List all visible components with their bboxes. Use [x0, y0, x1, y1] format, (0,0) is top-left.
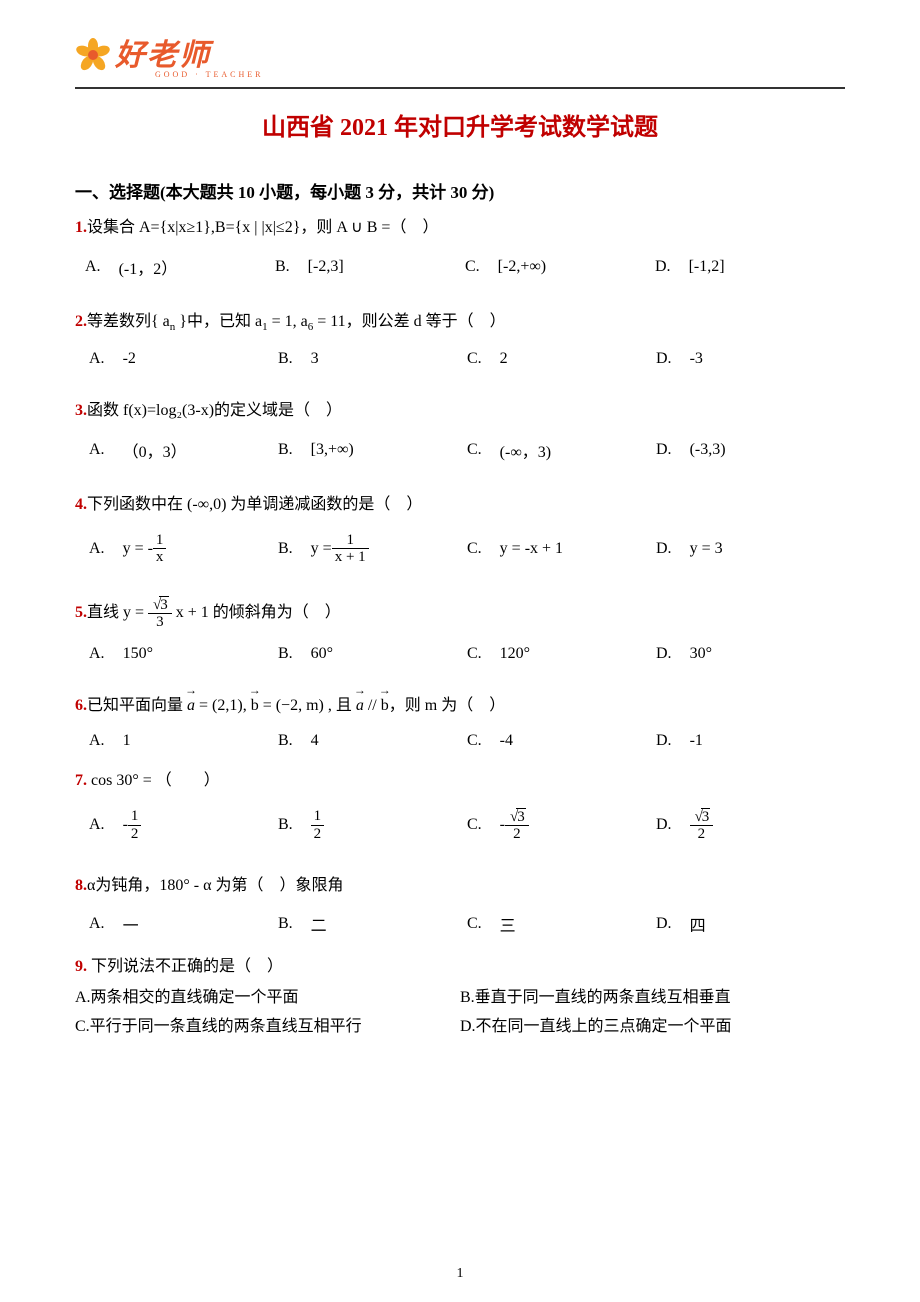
q1-opt-d: D.[-1,2] [655, 255, 845, 279]
q3-opt-d: D.(-3,3) [656, 438, 845, 462]
q4-num: 4. [75, 496, 87, 513]
logo-text: 好老师 [115, 30, 264, 74]
q5-opt-b: B.60° [278, 645, 467, 663]
q4-opt-c: C.y = -x + 1 [467, 532, 656, 566]
page-number: 1 [457, 1266, 464, 1282]
question-8: 8.α为钝角，180° - α 为第（ ）象限角 [75, 873, 845, 899]
q7-opt-a: A.-12 [89, 808, 278, 843]
q8-opt-c: C.三 [467, 912, 656, 936]
q8-opt-b: B.二 [278, 912, 467, 936]
q2-num: 2. [75, 313, 87, 330]
q7-num: 7. [75, 772, 87, 789]
q5-options: A.150° B.60° C.120° D.30° [75, 645, 845, 663]
logo: 好老师 GOOD · TEACHER [75, 30, 845, 79]
q7-opt-b: B.12 [278, 808, 467, 843]
q2-options: A.-2 B.3 C.2 D.-3 [75, 350, 845, 368]
header-divider [75, 87, 845, 89]
question-4: 4.下列函数中在 (-∞,0) 为单调递减函数的是（ ） [75, 492, 845, 518]
q7-options: A.-12 B.12 C.-32 D.32 [75, 808, 845, 843]
q5-num: 5. [75, 604, 87, 621]
q4-opt-d: D.y = 3 [656, 532, 845, 566]
q6-opt-d: D.-1 [656, 732, 845, 750]
q3-opt-c: C.(-∞，3) [467, 438, 656, 462]
q7-opt-c: C.-32 [467, 808, 656, 843]
q2-opt-d: D.-3 [656, 350, 845, 368]
q9-options-row2: C.平行于同一条直线的两条直线互相平行 D.不在同一直线上的三点确定一个平面 [75, 1013, 845, 1042]
page-title: 山西省 2021 年对口升学考试数学试题 [75, 107, 845, 142]
q3-options: A.（0，3） B.[3,+∞) C.(-∞，3) D.(-3,3) [75, 438, 845, 462]
q2-opt-c: C.2 [467, 350, 656, 368]
q8-opt-a: A.一 [89, 912, 278, 936]
logo-subtext: GOOD · TEACHER [155, 70, 264, 79]
q1-opt-a: A.(-1，2） [85, 255, 275, 279]
q6-opt-b: B.4 [278, 732, 467, 750]
question-9: 9. 下列说法不正确的是（ ） [75, 954, 845, 980]
q6-opt-c: C.-4 [467, 732, 656, 750]
flower-icon [75, 37, 111, 73]
q1-opt-b: B.[-2,3] [275, 255, 465, 279]
q9-opt-c: C.平行于同一条直线的两条直线互相平行 [75, 1013, 460, 1042]
q1-num: 1. [75, 219, 87, 236]
q3-opt-b: B.[3,+∞) [278, 438, 467, 462]
q9-opt-d: D.不在同一直线上的三点确定一个平面 [460, 1013, 845, 1042]
question-2: 2.等差数列{ an }中，已知 a1 = 1, a6 = 11，则公差 d 等… [75, 309, 845, 337]
q4-opt-b: B.y = 1x + 1 [278, 532, 467, 566]
q9-opt-b: B.垂直于同一直线的两条直线互相垂直 [460, 984, 845, 1013]
q4-options: A.y = -1x B.y = 1x + 1 C.y = -x + 1 D.y … [75, 532, 845, 566]
question-6: 6.已知平面向量 a = (2,1), b = (−2, m) , 且 a //… [75, 693, 845, 719]
question-3: 3.函数 f(x)=log₂(3-x)的定义域是（ ） [75, 398, 845, 424]
question-1: 1.设集合 A={x|x≥1},B={x | |x|≤2}，则 A ∪ B =（… [75, 215, 845, 241]
q3-num: 3. [75, 402, 87, 419]
q2-opt-a: A.-2 [89, 350, 278, 368]
q3-text: 函数 f(x)=log₂(3-x)的定义域是（ ） [87, 402, 342, 419]
q1-opt-c: C.[-2,+∞) [465, 255, 655, 279]
q1-text: 设集合 A={x|x≥1},B={x | |x|≤2}，则 A ∪ B =（ ） [87, 219, 438, 236]
q9-options: A.两条相交的直线确定一个平面 B.垂直于同一直线的两条直线互相垂直 [75, 984, 845, 1013]
question-5: 5.直线 y = 33 x + 1 的倾斜角为（ ） [75, 596, 845, 631]
q9-opt-a: A.两条相交的直线确定一个平面 [75, 984, 460, 1013]
q4-text: 下列函数中在 (-∞,0) 为单调递减函数的是（ ） [87, 496, 422, 513]
q2-opt-b: B.3 [278, 350, 467, 368]
q6-opt-a: A.1 [89, 732, 278, 750]
q8-opt-d: D.四 [656, 912, 845, 936]
q6-num: 6. [75, 697, 87, 714]
q3-opt-a: A.（0，3） [89, 438, 278, 462]
q5-opt-a: A.150° [89, 645, 278, 663]
q7-opt-d: D.32 [656, 808, 845, 843]
q5-opt-d: D.30° [656, 645, 845, 663]
q4-opt-a: A.y = -1x [89, 532, 278, 566]
q6-options: A.1 B.4 C.-4 D.-1 [75, 732, 845, 750]
question-7: 7. cos 30° = （ ） [75, 768, 845, 794]
q9-text: 下列说法不正确的是（ ） [87, 958, 283, 975]
q8-text: α为钝角，180° - α 为第（ ）象限角 [87, 877, 344, 894]
section-header: 一、选择题(本大题共 10 小题，每小题 3 分，共计 30 分) [75, 178, 845, 203]
q7-text: cos 30° = （ ） [87, 772, 220, 789]
q8-options: A.一 B.二 C.三 D.四 [75, 912, 845, 936]
q9-num: 9. [75, 958, 87, 975]
q5-opt-c: C.120° [467, 645, 656, 663]
q1-options: A.(-1，2） B.[-2,3] C.[-2,+∞) D.[-1,2] [75, 255, 845, 279]
q8-num: 8. [75, 877, 87, 894]
